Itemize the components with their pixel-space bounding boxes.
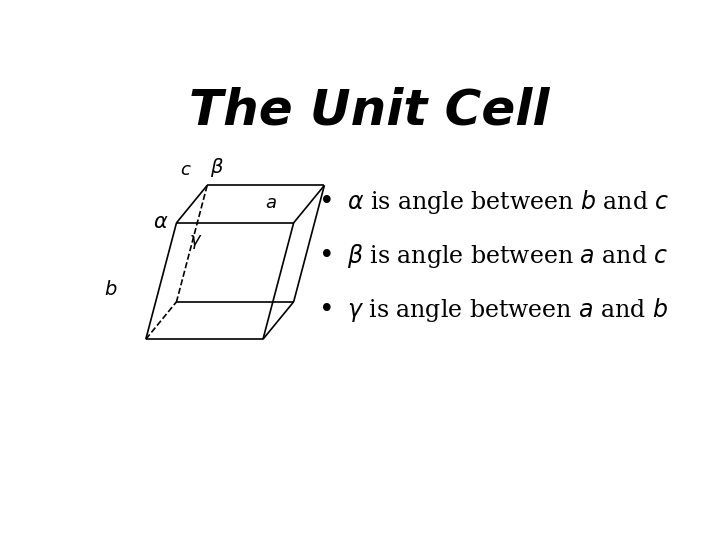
Text: $\alpha$ is angle between $\mathit{b}$ and $\mathit{c}$: $\alpha$ is angle between $\mathit{b}$ a… — [347, 188, 669, 216]
Text: •: • — [320, 189, 335, 215]
Text: $c$: $c$ — [180, 161, 192, 179]
Text: •: • — [320, 297, 335, 323]
Text: $b$: $b$ — [104, 280, 118, 299]
Text: $\gamma$: $\gamma$ — [189, 233, 202, 251]
Text: $\alpha$: $\alpha$ — [153, 213, 168, 232]
Text: $\beta$ is angle between $\mathit{a}$ and $\mathit{c}$: $\beta$ is angle between $\mathit{a}$ an… — [347, 242, 668, 270]
Text: •: • — [320, 243, 335, 269]
Text: The Unit Cell: The Unit Cell — [189, 86, 549, 134]
Text: $\beta$: $\beta$ — [210, 156, 224, 179]
Text: $\gamma$ is angle between $\mathit{a}$ and $\mathit{b}$: $\gamma$ is angle between $\mathit{a}$ a… — [347, 296, 668, 324]
Text: $a$: $a$ — [266, 194, 277, 212]
